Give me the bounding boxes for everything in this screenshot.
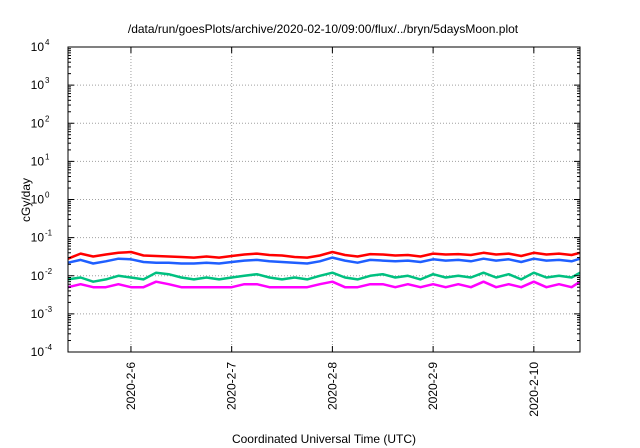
series-line: [67, 280, 581, 289]
y-tick-label: 10: [31, 116, 45, 130]
y-tick-exponent: 3: [45, 76, 50, 85]
y-tick-exponent: 4: [45, 38, 50, 47]
y-tick-exponent: 0: [45, 191, 50, 200]
y-tick-label: 10: [31, 345, 45, 359]
y-tick-exponent: 2: [45, 114, 50, 123]
series-line: [67, 250, 581, 260]
y-tick-label: 10: [31, 154, 45, 168]
y-axis-label: cGy/day: [19, 178, 33, 222]
x-tick-label: 2020-2-7: [225, 362, 239, 410]
y-tick-exponent: -1: [45, 229, 53, 238]
y-tick-label: 10: [31, 231, 45, 245]
y-tick-label: 10: [31, 40, 45, 54]
x-tick-label: 2020-2-9: [426, 362, 440, 410]
y-tick-exponent: -3: [45, 305, 53, 314]
chart-title: /data/run/goesPlots/archive/2020-02-10/0…: [128, 22, 519, 36]
x-tick-label: 2020-2-10: [527, 362, 541, 417]
y-tick-label: 10: [31, 193, 45, 207]
y-tick-label: 10: [31, 78, 45, 92]
data-series: [67, 250, 581, 289]
series-line: [67, 271, 581, 283]
grid-lines: [68, 47, 580, 352]
y-tick-exponent: -2: [45, 267, 53, 276]
y-tick-exponent: -4: [45, 343, 53, 352]
x-axis: 2020-2-6 2020-2-7 2020-2-8 2020-2-9 2020-2-1…: [124, 47, 541, 417]
y-tick-label: 10: [31, 269, 45, 283]
series-line: [67, 256, 581, 265]
y-tick-exponent: 1: [45, 152, 50, 161]
x-axis-label: Coordinated Universal Time (UTC): [232, 432, 416, 446]
x-tick-label: 2020-2-8: [325, 362, 339, 410]
y-tick-label: 10: [31, 307, 45, 321]
x-tick-label: 2020-2-6: [124, 362, 138, 410]
